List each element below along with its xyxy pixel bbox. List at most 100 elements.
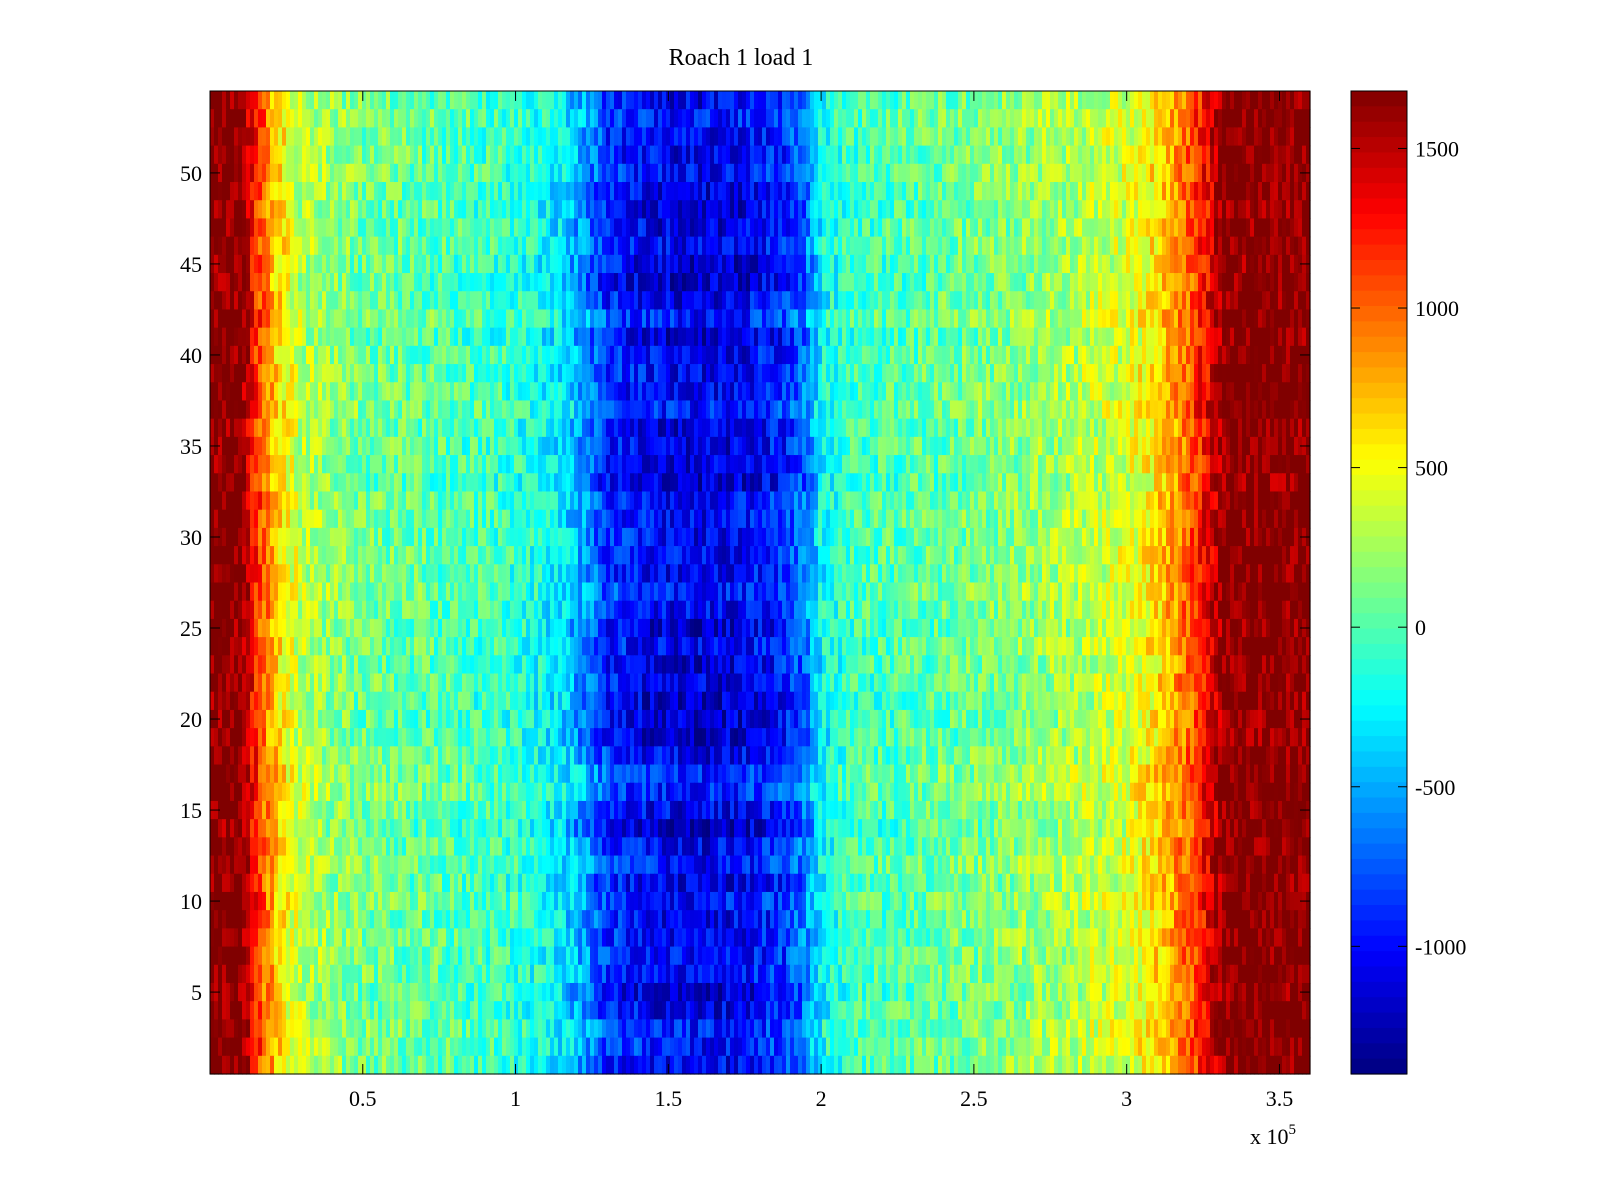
heatmap-cell	[462, 273, 467, 292]
heatmap-cell	[846, 109, 851, 128]
heatmap-cell	[878, 91, 883, 110]
heatmap-cell	[1182, 237, 1187, 256]
heatmap-cell	[914, 382, 919, 401]
heatmap-cell	[506, 309, 511, 328]
heatmap-cell	[1022, 309, 1027, 328]
heatmap-cell	[502, 200, 507, 219]
heatmap-cell	[854, 127, 859, 146]
heatmap-cell	[1222, 127, 1227, 146]
heatmap-cell	[230, 364, 235, 383]
heatmap-cell	[878, 109, 883, 128]
heatmap-cell	[1010, 382, 1015, 401]
heatmap-cell	[1246, 218, 1251, 237]
heatmap-cell	[278, 127, 283, 146]
heatmap-cell	[782, 127, 787, 146]
heatmap-cell	[662, 382, 667, 401]
heatmap-cell	[682, 146, 687, 165]
heatmap-cell	[214, 364, 219, 383]
heatmap-cell	[1142, 273, 1147, 292]
heatmap-cell	[434, 382, 439, 401]
heatmap-cell	[1218, 109, 1223, 128]
heatmap-cell	[310, 164, 315, 183]
heatmap-cell	[1154, 164, 1159, 183]
heatmap-cell	[1222, 146, 1227, 165]
heatmap-cell	[642, 309, 647, 328]
heatmap-cell	[1286, 328, 1291, 347]
heatmap-cell	[1298, 328, 1303, 347]
heatmap-cell	[974, 127, 979, 146]
heatmap-cell	[254, 237, 259, 256]
heatmap-cell	[1246, 346, 1251, 365]
heatmap-cell	[1262, 200, 1267, 219]
heatmap-cell	[278, 346, 283, 365]
heatmap-cell	[1122, 364, 1127, 383]
heatmap-cell	[450, 146, 455, 165]
heatmap-cell	[1242, 164, 1247, 183]
heatmap-cell	[506, 164, 511, 183]
heatmap-cell	[890, 309, 895, 328]
heatmap-cell	[1210, 109, 1215, 128]
heatmap-cell	[1214, 91, 1219, 110]
heatmap-cell	[1102, 291, 1107, 310]
heatmap-cell	[874, 328, 879, 347]
heatmap-cell	[890, 200, 895, 219]
heatmap-cell	[954, 127, 959, 146]
heatmap-cell	[402, 346, 407, 365]
heatmap-cell	[1222, 200, 1227, 219]
heatmap-cell	[646, 382, 651, 401]
heatmap-cell	[1226, 164, 1231, 183]
heatmap-cell	[470, 400, 475, 419]
heatmap-cell	[522, 273, 527, 292]
heatmap-cell	[510, 200, 515, 219]
heatmap-cell	[998, 291, 1003, 310]
heatmap-cell	[974, 91, 979, 110]
heatmap-cell	[1266, 382, 1271, 401]
heatmap-cell	[802, 182, 807, 201]
heatmap-cell	[374, 237, 379, 256]
heatmap-cell	[806, 364, 811, 383]
heatmap-cell	[726, 273, 731, 292]
heatmap-cell	[414, 273, 419, 292]
heatmap-cell	[230, 328, 235, 347]
heatmap-cell	[538, 146, 543, 165]
heatmap-cell	[378, 146, 383, 165]
heatmap-cell	[1278, 218, 1283, 237]
heatmap-cell	[1118, 255, 1123, 274]
heatmap-cell	[826, 255, 831, 274]
heatmap-cell	[894, 182, 899, 201]
heatmap-cell	[286, 382, 291, 401]
heatmap-cell	[418, 91, 423, 110]
heatmap-cell	[694, 146, 699, 165]
heatmap-cell	[498, 91, 503, 110]
heatmap-cell	[678, 328, 683, 347]
heatmap-cell	[634, 164, 639, 183]
heatmap-cell	[658, 400, 663, 419]
heatmap-cell	[550, 200, 555, 219]
heatmap-cell	[1278, 91, 1283, 110]
heatmap-cell	[634, 146, 639, 165]
heatmap-cell	[434, 328, 439, 347]
heatmap-cell	[474, 328, 479, 347]
heatmap-cell	[990, 182, 995, 201]
heatmap-cell	[578, 218, 583, 237]
heatmap-cell	[222, 164, 227, 183]
heatmap-cell	[686, 237, 691, 256]
heatmap-cell	[234, 109, 239, 128]
heatmap-cell	[698, 200, 703, 219]
heatmap-cell	[1026, 291, 1031, 310]
heatmap-cell	[410, 382, 415, 401]
heatmap-cell	[606, 218, 611, 237]
heatmap-cell	[778, 91, 783, 110]
heatmap-cell	[758, 109, 763, 128]
heatmap-cell	[246, 419, 251, 438]
heatmap-cell	[1074, 309, 1079, 328]
heatmap-cell	[630, 91, 635, 110]
heatmap-cell	[966, 291, 971, 310]
heatmap-cell	[290, 346, 295, 365]
heatmap-cell	[1234, 309, 1239, 328]
heatmap-cell	[1014, 164, 1019, 183]
heatmap-cell	[1090, 400, 1095, 419]
heatmap-cell	[218, 419, 223, 438]
heatmap-cell	[914, 200, 919, 219]
heatmap-cell	[758, 200, 763, 219]
